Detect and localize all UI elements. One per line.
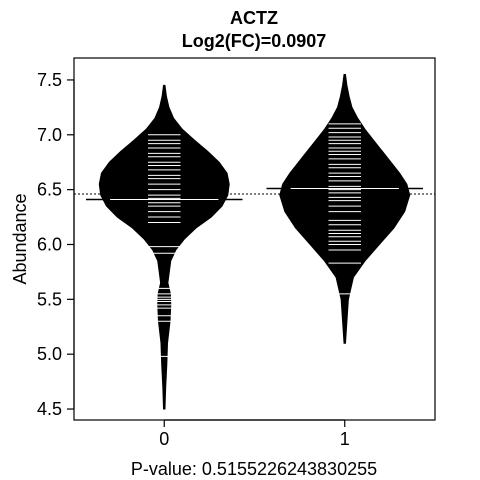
- y-tick-label: 4.5: [37, 399, 62, 419]
- chart-subtitle: Log2(FC)=0.0907: [182, 31, 327, 51]
- x-axis-label: P-value: 0.5155226243830255: [131, 459, 377, 479]
- bean-shape: [279, 73, 411, 344]
- y-tick-label: 5.5: [37, 289, 62, 309]
- x-tick-label: 1: [340, 429, 350, 449]
- beans-layer: [86, 73, 423, 410]
- y-tick-label: 7.5: [37, 70, 62, 90]
- y-tick-label: 6.0: [37, 234, 62, 254]
- bean-shape: [98, 84, 230, 410]
- x-tick-label: 0: [159, 429, 169, 449]
- bean-0: [86, 84, 243, 410]
- y-tick-label: 5.0: [37, 344, 62, 364]
- bean-1: [266, 73, 423, 344]
- y-tick-label: 7.0: [37, 125, 62, 145]
- y-axis-label: Abundance: [10, 193, 30, 284]
- y-tick-label: 6.5: [37, 180, 62, 200]
- chart-title: ACTZ: [230, 8, 278, 28]
- y-axis: 4.5 5.0 5.5 6.0 6.5 7.0 7.5: [37, 70, 75, 419]
